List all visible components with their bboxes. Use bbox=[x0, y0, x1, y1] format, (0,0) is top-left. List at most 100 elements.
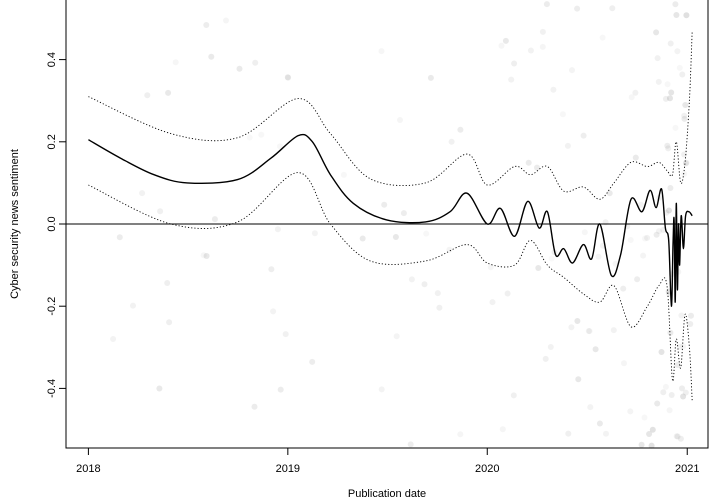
scatter-point bbox=[139, 190, 146, 197]
scatter-point bbox=[653, 29, 660, 36]
scatter-point bbox=[550, 86, 557, 93]
scatter-point bbox=[656, 228, 662, 235]
scatter-point bbox=[665, 145, 672, 152]
scatter-point bbox=[311, 230, 318, 237]
scatter-point bbox=[534, 164, 540, 171]
scatter-point bbox=[595, 253, 602, 260]
scatter-point bbox=[612, 260, 619, 267]
upper-confidence-line bbox=[88, 30, 693, 200]
scatter-point bbox=[208, 53, 215, 60]
scatter-point bbox=[559, 111, 566, 118]
scatter-point bbox=[268, 266, 275, 273]
scatter-point bbox=[662, 383, 669, 390]
scatter-point bbox=[599, 34, 606, 41]
scatter-point bbox=[679, 71, 686, 78]
scatter-point bbox=[548, 255, 555, 262]
scatter-point bbox=[641, 414, 648, 421]
scatter-point bbox=[203, 22, 210, 28]
fit-lines bbox=[66, 30, 708, 401]
scatter-point bbox=[609, 5, 616, 12]
scatter-point bbox=[653, 231, 660, 238]
scatter-point bbox=[251, 403, 258, 410]
scatter-point bbox=[603, 430, 609, 437]
scatter-point bbox=[664, 81, 671, 88]
scatter-point bbox=[638, 441, 645, 448]
scatter-point bbox=[223, 17, 229, 24]
scatter-point bbox=[687, 321, 694, 327]
scatter-point bbox=[378, 386, 385, 393]
scatter-point bbox=[673, 12, 680, 18]
scatter-point bbox=[211, 216, 218, 223]
scatter-point bbox=[547, 344, 554, 350]
scatter-point bbox=[359, 235, 366, 242]
scatter-point bbox=[666, 407, 673, 414]
scatter-point bbox=[400, 210, 407, 217]
scatter-point bbox=[565, 430, 572, 437]
scatter-point bbox=[156, 385, 163, 392]
scatter-point bbox=[634, 276, 641, 283]
scatter-point bbox=[407, 441, 414, 448]
scatter-point bbox=[381, 201, 388, 208]
scatter-point bbox=[277, 386, 284, 393]
scatter-points bbox=[110, 1, 694, 449]
scatter-point bbox=[539, 43, 546, 50]
scatter-point bbox=[393, 333, 400, 340]
scatter-point bbox=[457, 431, 464, 438]
scatter-point bbox=[427, 74, 434, 81]
scatter-point bbox=[682, 389, 689, 396]
scatter-point bbox=[672, 1, 679, 8]
scatter-point bbox=[511, 60, 518, 67]
scatter-point bbox=[165, 89, 172, 96]
scatter-point bbox=[654, 55, 661, 62]
scatter-point bbox=[574, 5, 581, 12]
scatter-point bbox=[539, 28, 546, 35]
scatter-point bbox=[681, 112, 688, 119]
scatter-point bbox=[646, 431, 653, 437]
scatter-point bbox=[642, 235, 648, 242]
scatter-point bbox=[568, 324, 575, 331]
scatter-point bbox=[640, 252, 647, 259]
scatter-point bbox=[688, 312, 694, 319]
scatter-point bbox=[681, 170, 688, 177]
y-tick-label: 0.0 bbox=[46, 216, 58, 231]
scatter-point bbox=[644, 234, 651, 241]
scatter-point bbox=[637, 201, 644, 208]
scatter-point bbox=[203, 253, 210, 259]
scatter-point bbox=[116, 234, 123, 241]
scatter-point bbox=[525, 159, 532, 166]
scatter-point bbox=[592, 346, 599, 353]
scatter-point bbox=[677, 435, 684, 442]
scatter-point bbox=[596, 420, 603, 427]
scatter-point bbox=[580, 132, 587, 139]
scatter-point bbox=[632, 89, 639, 96]
scatter-point bbox=[674, 48, 681, 55]
scatter-point bbox=[504, 290, 511, 297]
scatter-point bbox=[200, 252, 207, 259]
scatter-point bbox=[666, 207, 672, 214]
y-tick-label: 0.4 bbox=[46, 52, 58, 67]
scatter-point bbox=[436, 304, 443, 311]
scatter-point bbox=[487, 264, 494, 271]
scatter-point bbox=[340, 171, 347, 178]
scatter-point bbox=[457, 126, 464, 133]
scatter-point bbox=[448, 138, 455, 145]
scatter-point bbox=[632, 154, 639, 161]
scatter-point bbox=[110, 336, 117, 342]
scatter-point bbox=[668, 89, 675, 96]
scatter-point bbox=[627, 237, 634, 243]
scatter-point bbox=[654, 400, 661, 407]
scatter-point bbox=[157, 208, 164, 215]
scatter-point bbox=[680, 393, 687, 400]
scatter-point bbox=[144, 92, 151, 99]
scatter-point bbox=[581, 229, 588, 236]
scatter-point bbox=[284, 74, 291, 81]
scatter-point bbox=[575, 376, 582, 383]
scatter-point bbox=[499, 426, 506, 433]
scatter-point bbox=[676, 64, 683, 71]
scatter-point bbox=[378, 48, 385, 55]
y-axis-label: Cyber security news sentiment bbox=[9, 149, 21, 299]
scatter-point bbox=[285, 74, 292, 81]
scatter-point bbox=[535, 265, 542, 271]
